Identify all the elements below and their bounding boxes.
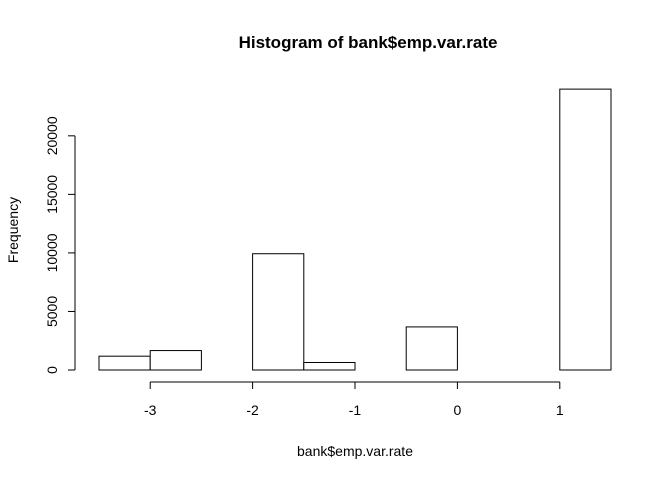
histogram-bar-6 — [405, 326, 458, 371]
histogram-bar-3 — [252, 253, 305, 371]
histogram-bar-4 — [303, 362, 356, 371]
x-tick-label: 1 — [556, 402, 564, 418]
bars-group — [98, 88, 612, 371]
y-tick-label: 0 — [44, 366, 60, 374]
x-tick-label: 0 — [454, 402, 462, 418]
x-tick-label: -3 — [144, 402, 157, 418]
x-axis-label: bank$emp.var.rate — [297, 443, 413, 459]
x-tick-label: -1 — [349, 402, 362, 418]
histogram-bar-0 — [98, 355, 151, 371]
y-tick-label: 10000 — [44, 233, 60, 272]
y-tick-label: 15000 — [44, 175, 60, 214]
x-axis: -3 -2 -1 0 1 — [144, 381, 564, 418]
y-tick-label: 5000 — [44, 296, 60, 327]
histogram-bar-9 — [559, 88, 612, 371]
y-axis: 0 5000 10000 15000 20000 — [44, 116, 76, 374]
y-axis-label: Frequency — [5, 197, 21, 263]
x-tick-label: -2 — [246, 402, 259, 418]
y-tick-label: 20000 — [44, 116, 60, 155]
histogram-bar-1 — [149, 350, 202, 371]
chart-title: Histogram of bank$emp.var.rate — [239, 33, 498, 52]
